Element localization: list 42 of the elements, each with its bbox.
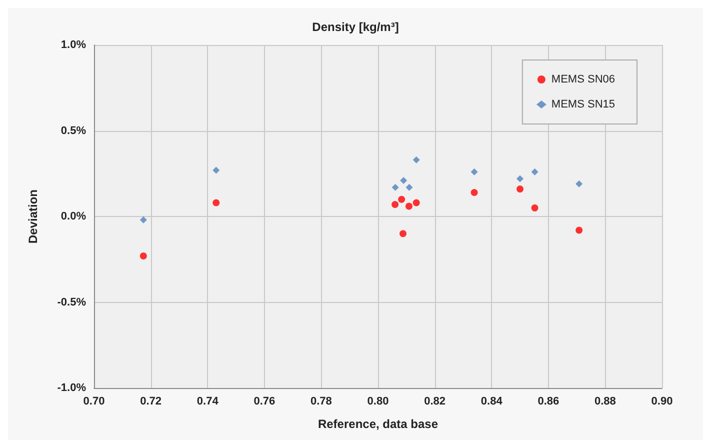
- x-tick-label: 0.80: [367, 396, 389, 408]
- y-tick-label: 0.0%: [60, 210, 86, 222]
- point: [406, 184, 413, 191]
- point: [516, 186, 524, 193]
- point: [531, 168, 538, 176]
- point: [140, 252, 147, 260]
- x-tick-label: 0.84: [480, 396, 504, 408]
- x-tick-label: 0.78: [310, 396, 332, 408]
- point: [470, 188, 478, 196]
- x-tick-label: 0.76: [254, 396, 276, 408]
- point: [400, 176, 408, 184]
- x-tick-label: 0.82: [424, 396, 446, 408]
- y-axis-title: Deviation: [26, 189, 40, 244]
- legend-label: MEMS SN15: [551, 98, 616, 110]
- chart-title: Density [kg/m³]: [312, 20, 399, 34]
- y-tick-label: 0.5%: [60, 124, 86, 137]
- y-tick-label: 1.0%: [60, 39, 86, 51]
- x-tick-label: 0.70: [83, 396, 105, 408]
- legend-label: MEMS SN06: [551, 74, 616, 86]
- x-tick-label: 0.72: [140, 396, 162, 408]
- point: [470, 168, 478, 176]
- point: [412, 199, 420, 206]
- y-tick-label: -0.5%: [57, 296, 86, 308]
- x-tick-label: 0.90: [651, 396, 673, 408]
- y-tick-label: -1.0%: [57, 382, 86, 394]
- point: [212, 166, 220, 174]
- point: [392, 184, 399, 191]
- x-axis-title: Reference, data base: [318, 417, 438, 431]
- point: [405, 202, 412, 210]
- point: [212, 199, 220, 206]
- point: [140, 216, 147, 224]
- point: [516, 175, 524, 182]
- point: [576, 226, 583, 234]
- x-tick-label: 0.88: [594, 396, 616, 408]
- x-tick-label: 0.86: [538, 396, 560, 408]
- point: [392, 200, 399, 208]
- x-tick-label: 0.74: [196, 396, 220, 408]
- point: [576, 180, 583, 188]
- point: [412, 156, 420, 164]
- point: [400, 230, 406, 238]
- point: [531, 204, 538, 212]
- point: [398, 196, 406, 203]
